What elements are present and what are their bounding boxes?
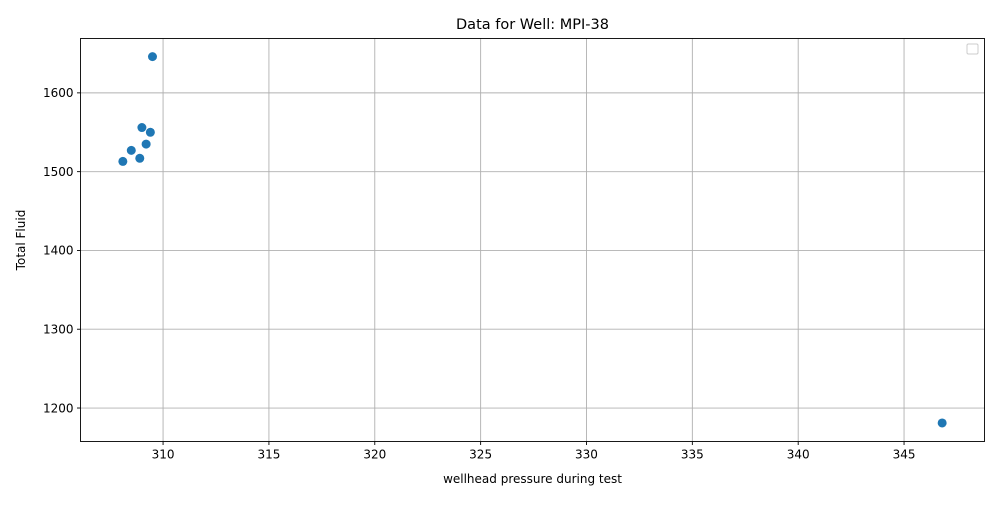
- y-axis-label: Total Fluid: [14, 210, 28, 272]
- chart-title: Data for Well: MPI-38: [456, 17, 609, 33]
- x-tick-label: 335: [681, 448, 704, 462]
- x-axis-label: wellhead pressure during test: [443, 472, 622, 486]
- y-tick-label: 1200: [43, 401, 74, 415]
- y-tick-label: 1300: [43, 323, 74, 337]
- scatter-point: [118, 156, 128, 166]
- scatter-point: [145, 127, 155, 137]
- x-tick-label: 320: [363, 448, 386, 462]
- y-tick-label: 1600: [43, 86, 74, 100]
- x-tick-label: 345: [893, 448, 916, 462]
- x-tick-label: 340: [787, 448, 810, 462]
- x-tick-label: 330: [575, 448, 598, 462]
- grid-layer: [80, 38, 985, 442]
- scatter-point: [137, 123, 147, 133]
- x-tick-label: 310: [152, 448, 175, 462]
- scatter-point: [126, 145, 136, 155]
- plot-area-frame: [80, 38, 985, 442]
- tick-layer: 310 315 320 325 330 335 340 345 1200 1300 1400 1500…: [43, 86, 916, 461]
- points-layer: [118, 52, 947, 428]
- y-tick-label: 1400: [43, 244, 74, 258]
- x-tick-label: 325: [469, 448, 492, 462]
- y-tick-label: 1500: [43, 165, 74, 179]
- scatter-point: [135, 153, 145, 163]
- legend-box: [966, 43, 979, 55]
- scatter-point: [147, 52, 157, 62]
- scatter-point: [937, 418, 947, 428]
- scatter-point: [141, 139, 151, 149]
- x-tick-label: 315: [257, 448, 280, 462]
